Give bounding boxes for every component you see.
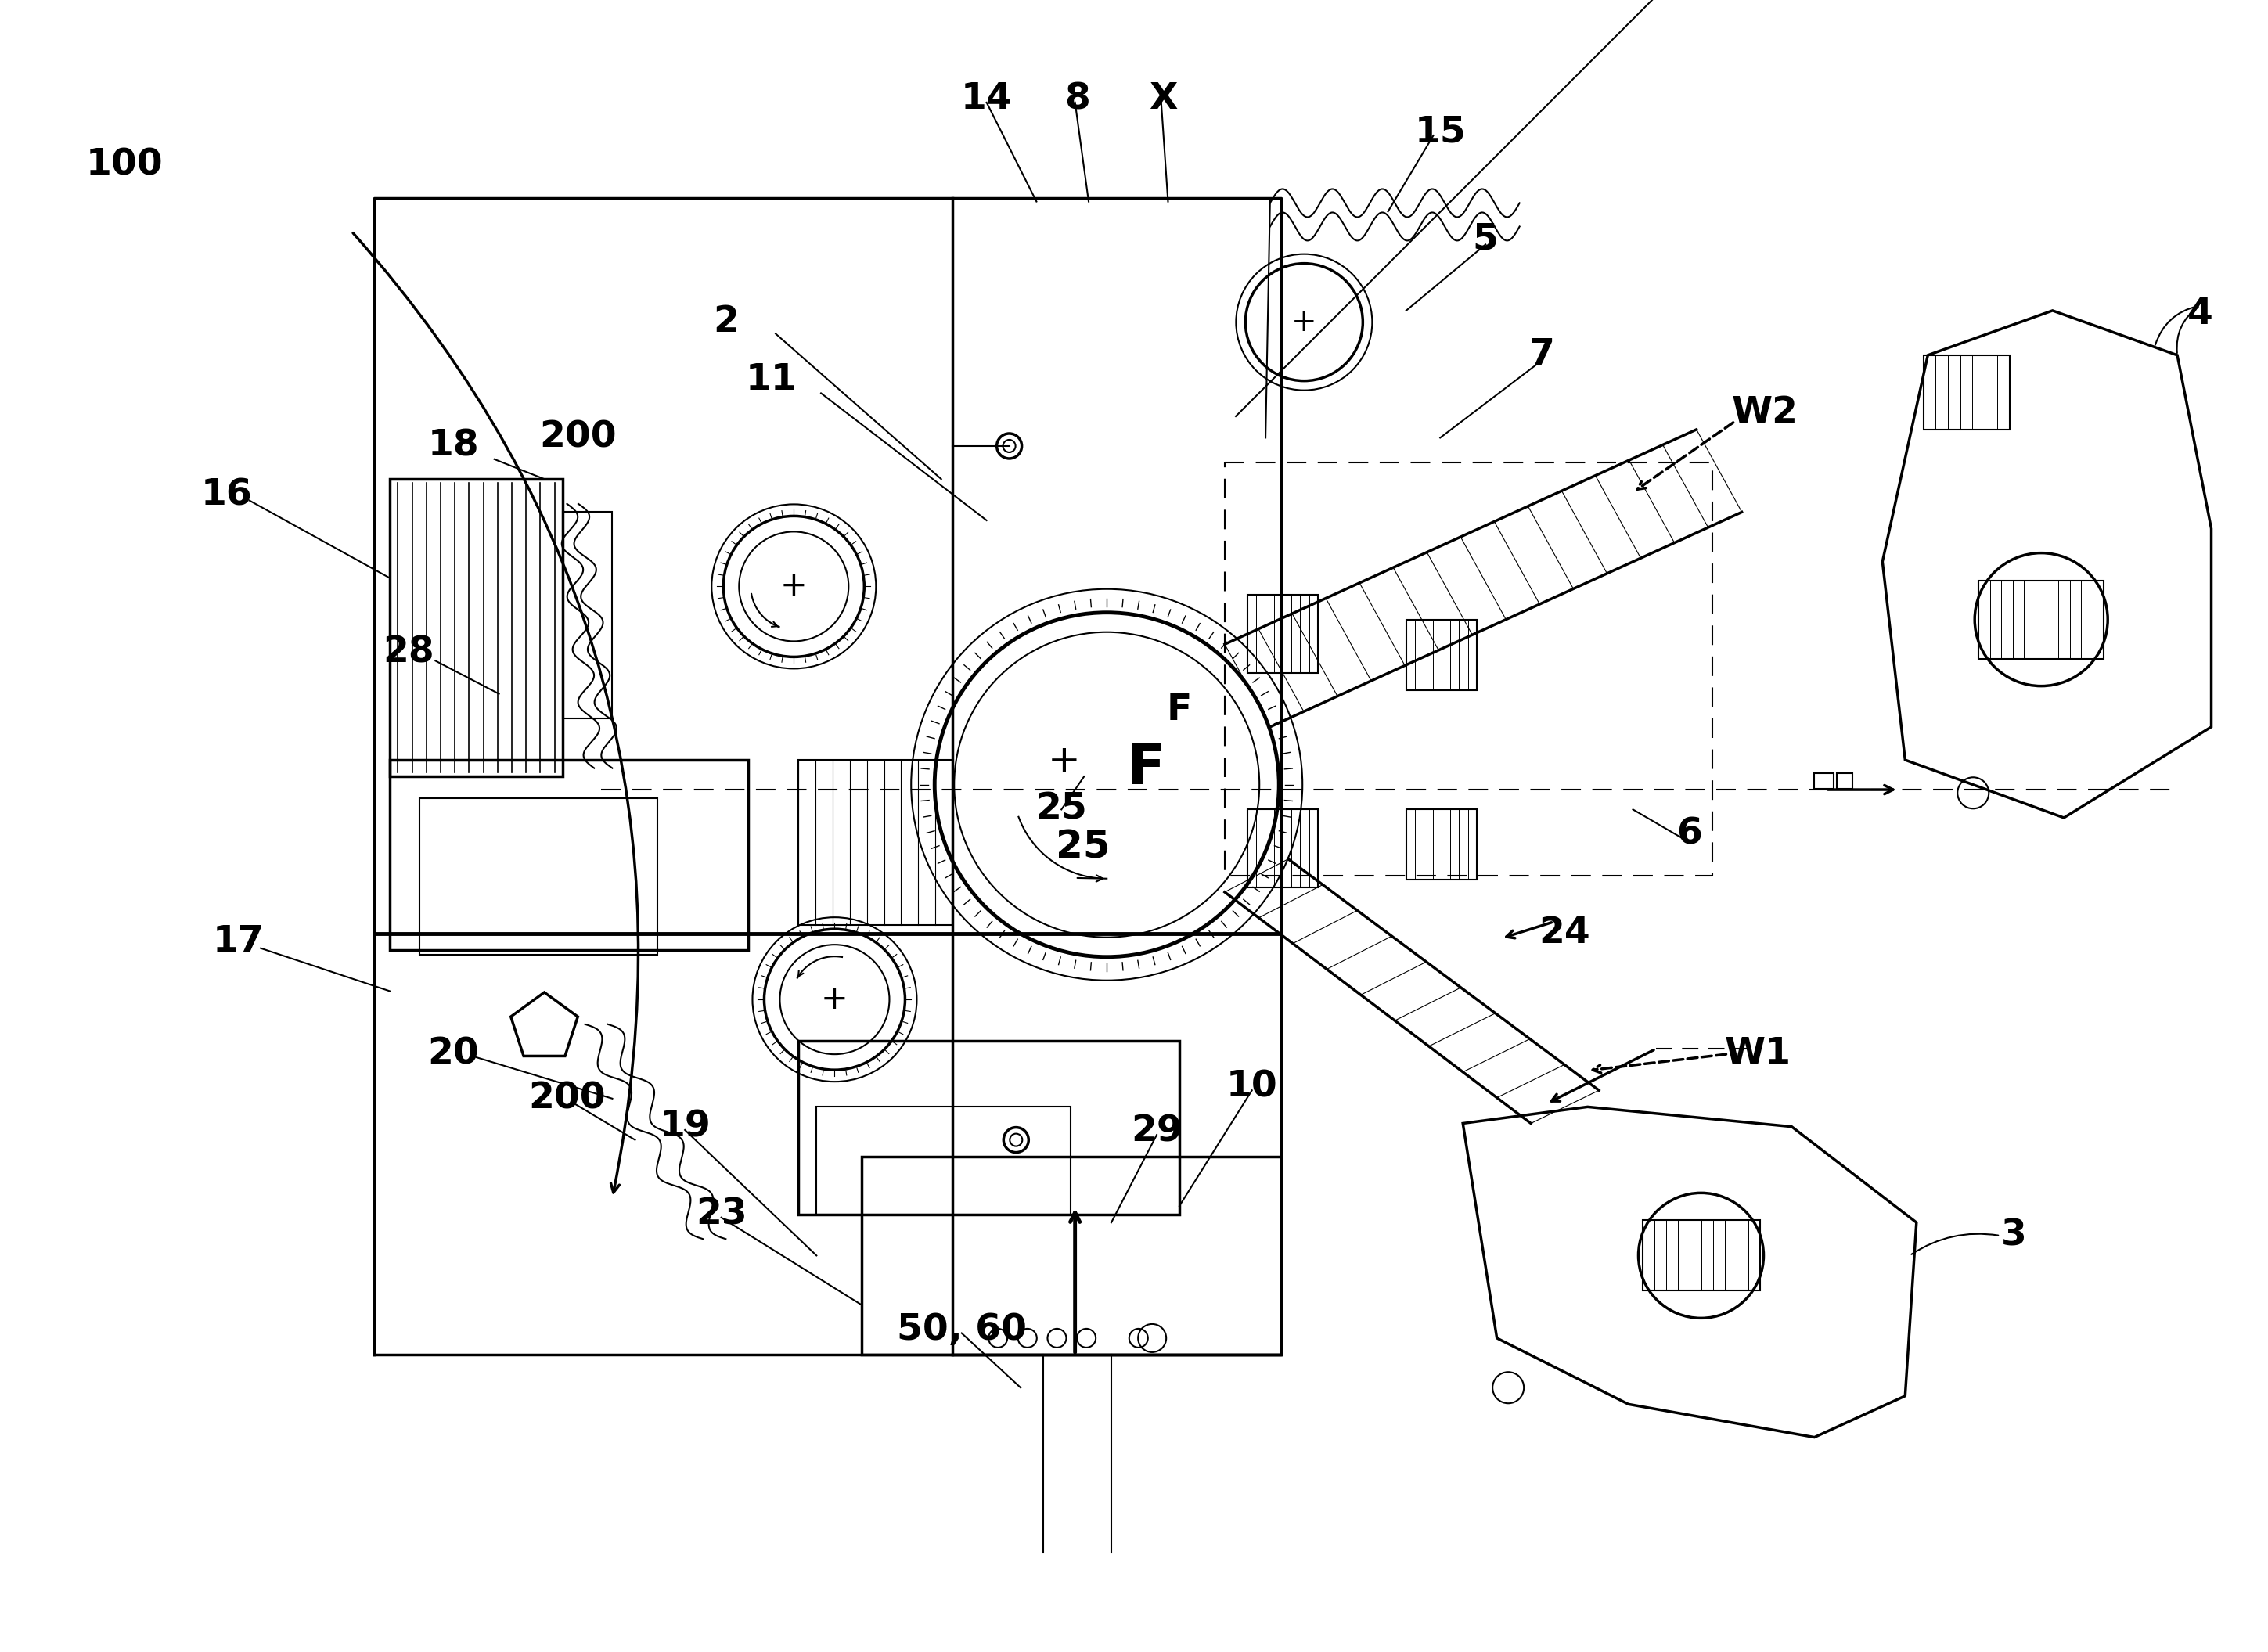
Text: 18: 18 [429, 428, 479, 464]
Text: 6: 6 [1676, 816, 1703, 852]
Text: W1: W1 [1724, 1036, 1792, 1072]
Bar [1923, 355, 2009, 430]
Text: 25: 25 [1036, 791, 1086, 828]
Bar [1837, 773, 1853, 788]
Text: F: F [1166, 692, 1193, 729]
Bar [1814, 773, 1835, 788]
Text: 25: 25 [1057, 829, 1111, 866]
Text: 3: 3 [2000, 1218, 2028, 1254]
Text: 100: 100 [86, 147, 163, 183]
Text: 24: 24 [1540, 915, 1590, 952]
Text: 200: 200 [528, 1080, 606, 1117]
Text: 50, 60: 50, 60 [896, 1312, 1027, 1348]
Text: +: + [1048, 742, 1080, 780]
Text: 28: 28 [383, 634, 433, 671]
Bar [562, 512, 612, 719]
Text: 15: 15 [1415, 114, 1465, 150]
Bar [1642, 1221, 1760, 1290]
Text: 11: 11 [746, 362, 796, 398]
Text: X: X [1150, 81, 1177, 117]
Bar [862, 1156, 1281, 1355]
Text: F: F [1127, 742, 1166, 796]
Text: 7: 7 [1529, 337, 1556, 373]
Bar [1978, 580, 2105, 659]
Text: 2: 2 [712, 304, 739, 340]
Bar [816, 1107, 1070, 1214]
Text: +: + [1290, 307, 1318, 337]
Text: 8: 8 [1064, 81, 1091, 117]
Text: 29: 29 [1132, 1113, 1182, 1150]
Text: 17: 17 [213, 923, 263, 960]
Text: 10: 10 [1227, 1069, 1277, 1105]
Bar [798, 1041, 1179, 1214]
Text: 5: 5 [1472, 221, 1499, 258]
Bar [1247, 809, 1318, 887]
Bar [420, 798, 658, 955]
Bar [1406, 809, 1476, 881]
Bar [390, 479, 562, 776]
Text: 23: 23 [696, 1196, 746, 1232]
Text: 19: 19 [660, 1108, 710, 1145]
Bar [390, 760, 748, 950]
Text: 20: 20 [429, 1036, 479, 1072]
Text: 200: 200 [540, 420, 617, 456]
Bar [1406, 620, 1476, 691]
Text: 4: 4 [2186, 296, 2214, 332]
Bar [1247, 595, 1318, 672]
Text: +: + [780, 570, 807, 603]
Text: W2: W2 [1730, 395, 1799, 431]
Text: 14: 14 [962, 81, 1012, 117]
Text: +: + [821, 983, 848, 1016]
Text: 16: 16 [202, 477, 252, 514]
Bar [798, 760, 953, 925]
